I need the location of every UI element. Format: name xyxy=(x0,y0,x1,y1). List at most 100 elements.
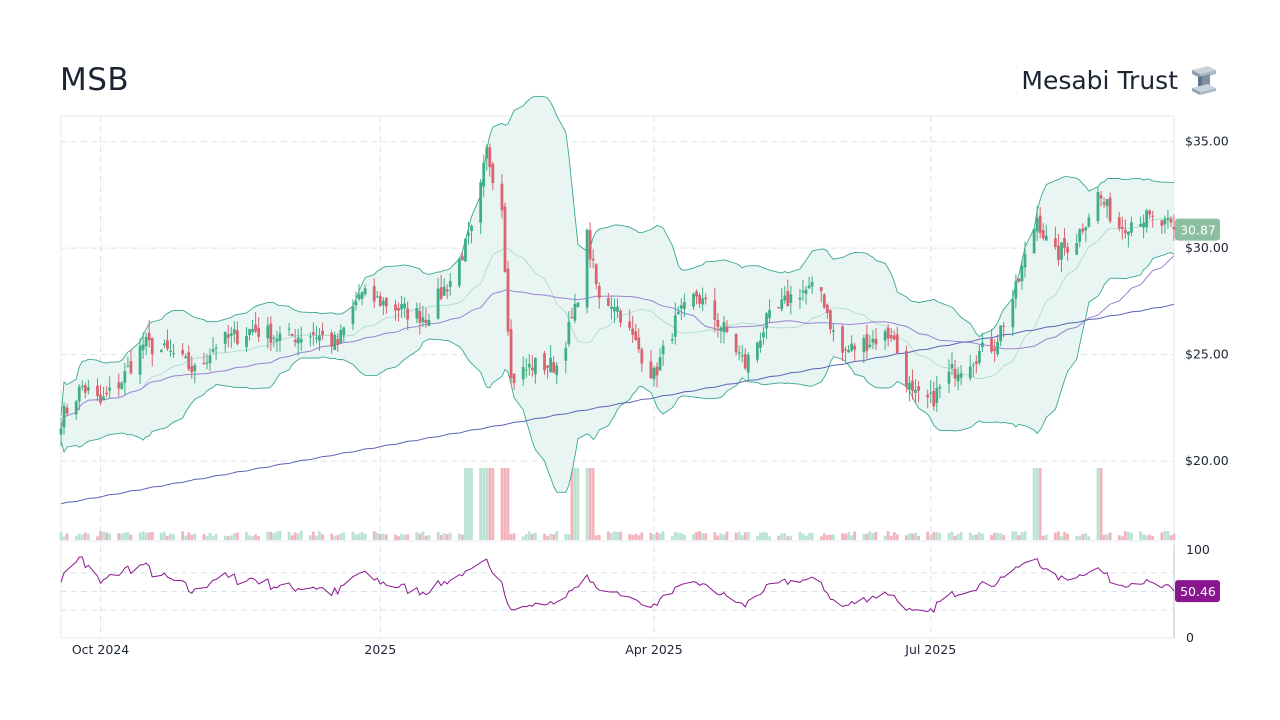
candle-body xyxy=(236,330,239,344)
candle-body xyxy=(503,206,507,272)
volume-bar xyxy=(80,534,84,540)
candle-body xyxy=(652,367,656,380)
volume-bar xyxy=(397,536,400,540)
candle-body xyxy=(613,306,616,312)
volume-bar xyxy=(908,533,911,540)
candle-body xyxy=(978,350,981,363)
volume-bar xyxy=(895,534,899,540)
candle-body xyxy=(530,367,534,371)
candle-body xyxy=(974,361,978,365)
volume-bar xyxy=(223,535,227,540)
bollinger-bands xyxy=(60,95,1175,493)
candle-body xyxy=(214,347,218,349)
candle-body xyxy=(62,405,66,428)
volume-bar xyxy=(394,534,397,540)
candle-body xyxy=(1142,222,1145,228)
candle-body xyxy=(1060,242,1063,260)
candle-body xyxy=(695,291,698,297)
candle-body xyxy=(911,380,914,392)
candle-body xyxy=(610,306,613,309)
volume-bar xyxy=(360,532,364,540)
candle-body xyxy=(251,328,254,333)
candle-body xyxy=(436,288,440,319)
volume-bar xyxy=(202,533,206,540)
candle-body xyxy=(457,258,461,286)
candle-body xyxy=(1014,281,1018,299)
volume-bar xyxy=(1078,536,1082,540)
volume-bar xyxy=(500,468,504,540)
rsi-value-badge xyxy=(1175,580,1220,603)
volume-bar xyxy=(889,535,893,540)
volume-bar xyxy=(892,532,896,540)
volume-bar xyxy=(141,531,145,540)
volume-bar xyxy=(83,532,87,540)
candle-body xyxy=(269,323,273,343)
volume-bar xyxy=(698,531,701,540)
volume-bar xyxy=(169,533,172,540)
candle-body xyxy=(631,328,635,335)
candle-body xyxy=(1011,299,1015,328)
volume-bar xyxy=(786,536,790,540)
candle-body xyxy=(223,331,227,344)
candle-body xyxy=(126,366,130,368)
volume-bar xyxy=(1011,531,1015,540)
candle-body xyxy=(187,352,191,370)
candle-body xyxy=(272,337,276,339)
candle-body xyxy=(293,339,297,343)
volume-bar xyxy=(1142,534,1145,540)
candle-body xyxy=(999,325,1003,342)
candle-body xyxy=(123,371,127,383)
steel-beam-icon xyxy=(1192,66,1216,95)
volume-bar xyxy=(670,536,674,540)
volume-bar xyxy=(1038,468,1042,540)
volume-bar xyxy=(938,532,942,540)
candle-body xyxy=(783,295,787,301)
candle-body xyxy=(828,310,832,330)
candle-body xyxy=(506,268,510,332)
candle-body xyxy=(205,362,209,364)
volume-bar xyxy=(1020,531,1024,540)
candle-body xyxy=(679,305,683,309)
volume-bar xyxy=(467,468,470,540)
candle-body xyxy=(1044,235,1048,241)
volume-bar xyxy=(746,531,750,540)
volume-bar xyxy=(1035,468,1039,540)
volume-bar xyxy=(336,535,340,540)
candle-body xyxy=(524,369,528,371)
volume-bar xyxy=(576,468,580,540)
candle-body xyxy=(895,334,899,353)
volume-bar xyxy=(86,533,90,540)
volume-bar xyxy=(293,532,297,540)
volume-bar xyxy=(214,533,218,540)
candle-body xyxy=(801,290,805,293)
candle-body xyxy=(248,329,251,335)
volume-bar xyxy=(704,533,708,540)
volume-bar xyxy=(743,532,747,540)
candle-body xyxy=(138,345,142,375)
candle-body xyxy=(1160,220,1164,226)
candle-body xyxy=(1117,217,1121,229)
volume-bar xyxy=(479,468,483,540)
volume-bar xyxy=(917,535,920,540)
volume-bar xyxy=(1166,531,1170,540)
volume-bar xyxy=(138,532,142,540)
candle-body xyxy=(351,306,355,325)
candle-body xyxy=(312,332,315,335)
volume-bar xyxy=(971,534,975,540)
price-tick-label: $25.00 xyxy=(1185,347,1229,362)
last-price-label: 30.87 xyxy=(1180,223,1216,238)
candle-body xyxy=(874,338,878,345)
volume-bar xyxy=(120,533,124,540)
volume-bar xyxy=(427,535,431,540)
volume-bar xyxy=(527,531,531,540)
candle-body xyxy=(315,337,318,339)
candle-body xyxy=(762,332,765,338)
candle-body xyxy=(96,385,99,396)
volume-bar xyxy=(403,534,407,540)
candle-body xyxy=(1087,217,1091,227)
candle-body xyxy=(105,392,108,395)
candle-body xyxy=(673,315,677,337)
volume-bar xyxy=(1172,533,1176,540)
volume-bar xyxy=(482,468,486,540)
